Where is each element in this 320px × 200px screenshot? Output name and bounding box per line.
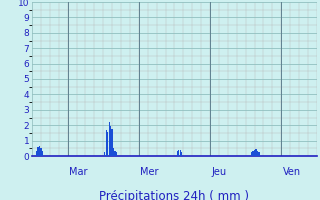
Bar — [42, 151, 43, 156]
Bar — [113, 148, 114, 156]
Bar — [180, 150, 181, 156]
Bar — [258, 152, 260, 156]
Bar — [108, 122, 110, 156]
Bar — [111, 129, 113, 156]
Bar — [255, 149, 257, 156]
Bar — [251, 152, 252, 156]
Bar — [36, 151, 37, 156]
Bar — [178, 150, 180, 156]
Text: Jeu: Jeu — [212, 167, 227, 177]
Text: Mer: Mer — [140, 167, 159, 177]
Text: Précipitations 24h ( mm ): Précipitations 24h ( mm ) — [100, 190, 249, 200]
Bar — [181, 152, 182, 156]
Bar — [116, 152, 117, 156]
Text: Ven: Ven — [283, 167, 301, 177]
Bar — [40, 148, 42, 156]
Bar — [254, 150, 255, 156]
Bar — [39, 146, 40, 156]
Text: Mar: Mar — [69, 167, 88, 177]
Bar — [107, 132, 108, 156]
Bar — [37, 147, 39, 156]
Bar — [252, 151, 254, 156]
Bar — [115, 151, 116, 156]
Bar — [104, 152, 105, 156]
Bar — [106, 130, 107, 156]
Bar — [110, 126, 111, 156]
Bar — [257, 151, 258, 156]
Bar — [177, 151, 178, 156]
